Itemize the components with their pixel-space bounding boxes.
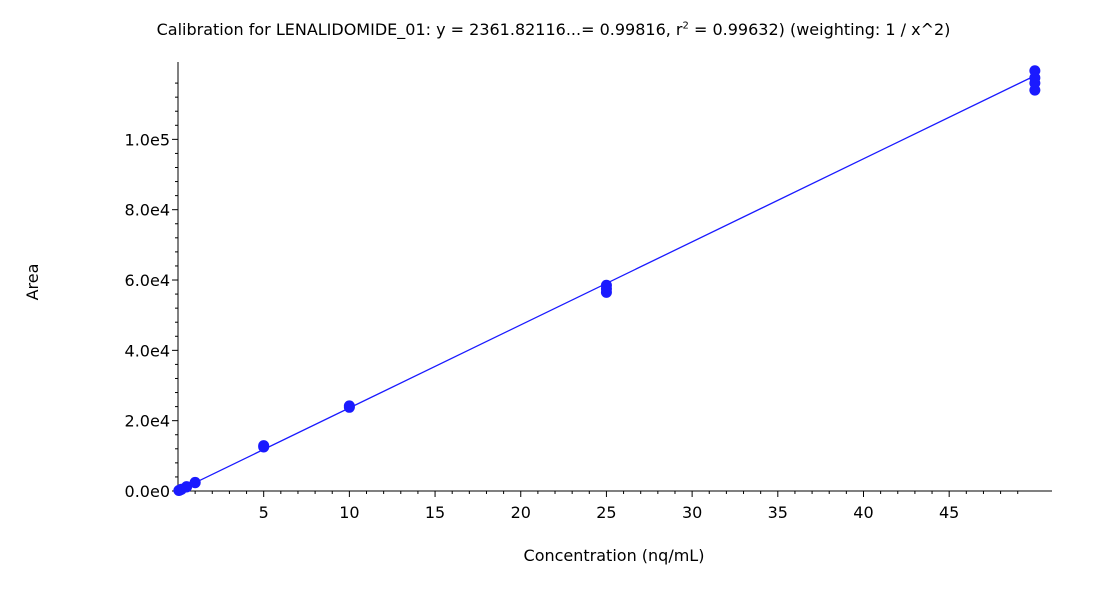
x-tick-label: 20 xyxy=(511,503,531,522)
data-point xyxy=(258,440,270,452)
chart-title-suffix: = 0.99632) (weighting: 1 / x^2) xyxy=(688,20,951,39)
data-point xyxy=(600,279,612,291)
y-tick-label: 0.0e0 xyxy=(125,482,170,501)
chart-title-prefix: Calibration for LENALIDOMIDE_01: y = 236… xyxy=(156,20,683,39)
chart-title: Calibration for LENALIDOMIDE_01: y = 236… xyxy=(0,20,1107,39)
r-squared-superscript: 2 xyxy=(682,20,689,32)
y-tick-label: 6.0e4 xyxy=(125,271,170,290)
x-tick-label: 30 xyxy=(682,503,702,522)
x-tick-label: 45 xyxy=(939,503,959,522)
data-point xyxy=(181,481,193,493)
x-tick-label: 35 xyxy=(768,503,788,522)
x-axis-label: Concentration (nq/mL) xyxy=(524,546,705,565)
data-point xyxy=(343,400,355,412)
data-points xyxy=(173,65,1041,497)
x-tick-label: 5 xyxy=(259,503,269,522)
data-point xyxy=(189,476,201,488)
y-tick-label: 1.0e5 xyxy=(125,130,170,149)
y-tick-label: 2.0e4 xyxy=(125,412,170,431)
data-point xyxy=(1029,65,1041,77)
y-tick-label: 4.0e4 xyxy=(125,341,170,360)
y-axis-label: Area xyxy=(23,264,42,301)
x-tick-label: 15 xyxy=(425,503,445,522)
y-tick-label: 8.0e4 xyxy=(125,201,170,220)
x-tick-label: 10 xyxy=(339,503,359,522)
x-tick-label: 25 xyxy=(596,503,616,522)
axes: 5 10 15 20 25 30 35 40 45 0.0e0 2.0e4 4.0e4 6.0e4 8.0… xyxy=(125,62,1052,522)
x-tick-label: 40 xyxy=(853,503,873,522)
